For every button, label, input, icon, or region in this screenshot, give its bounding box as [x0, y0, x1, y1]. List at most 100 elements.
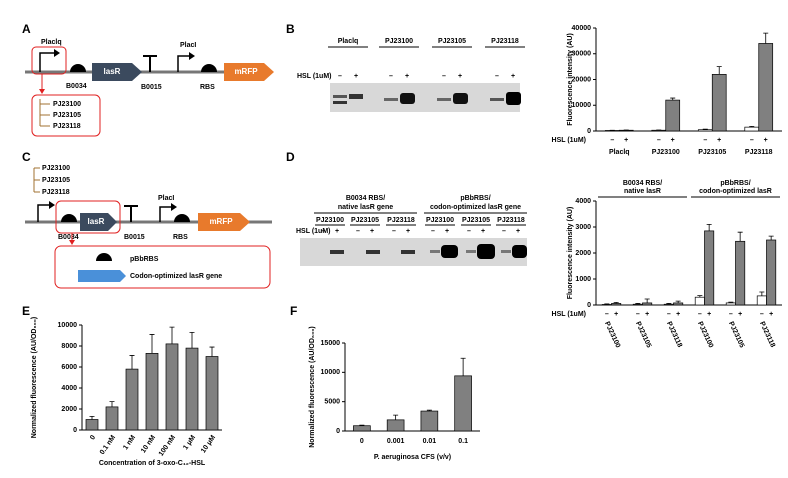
- error-bar: [613, 302, 619, 304]
- x-tick-label: 1 nM: [122, 434, 137, 451]
- bar: [704, 230, 715, 306]
- state-label: +: [354, 73, 358, 80]
- variant-label: PJ23100: [53, 101, 81, 108]
- promoter-arrow: [177, 55, 190, 72]
- error-bar: [109, 401, 115, 407]
- inset-label: pBbRBS: [130, 256, 159, 263]
- legend-state: –: [703, 137, 707, 144]
- legend-state: +: [717, 137, 721, 144]
- terminator: [124, 205, 138, 222]
- lane-label: PJ23100: [316, 217, 344, 224]
- x-tick-label: Placlq: [609, 149, 630, 156]
- variant-label: PJ23105: [53, 112, 81, 119]
- gel-band: [430, 250, 440, 253]
- y-axis-title: Normalized fluorescence (AU/OD₆₀₀): [309, 326, 316, 448]
- state-label: –: [502, 228, 506, 235]
- error-bar: [666, 303, 672, 305]
- gel-band: [333, 95, 347, 98]
- y-tick-label: 30000: [572, 51, 592, 58]
- bar: [145, 353, 159, 431]
- promoter-label: PlacI: [180, 42, 196, 49]
- promoter-arrow: [159, 206, 172, 222]
- gene-label: lasR: [104, 67, 121, 76]
- y-tick-label: 2000: [575, 250, 591, 257]
- gel-band: [466, 250, 476, 253]
- arrowhead: [49, 201, 55, 209]
- bar: [725, 302, 736, 306]
- construct-c: PJ23100 PJ23105 PJ23118 lasR mRFP B0034 …: [25, 165, 272, 289]
- x-tick-label: PJ23105: [634, 321, 652, 349]
- gel-band: [501, 250, 511, 253]
- group-label: pBbRBS/: [720, 180, 750, 187]
- bar: [420, 410, 439, 432]
- bar: [697, 129, 713, 132]
- error-bar: [359, 424, 365, 426]
- promoter-label: PlacI: [158, 195, 174, 202]
- bar: [665, 99, 681, 132]
- error-bar: [149, 334, 155, 354]
- x-tick-label: PJ23100: [652, 149, 680, 156]
- condition-label: HSL (1uM): [552, 137, 586, 144]
- legend-state: –: [610, 137, 614, 144]
- error-bar: [189, 331, 195, 349]
- y-tick-label: 0: [336, 428, 340, 435]
- legend-state: +: [645, 311, 649, 318]
- bar: [125, 368, 139, 431]
- gel-band: [506, 92, 521, 105]
- rbs-label: B0034: [66, 83, 87, 90]
- condition-label: HSL (1uM): [296, 228, 330, 235]
- group-label: B0034 RBS/: [623, 180, 662, 187]
- legend-state: –: [750, 137, 754, 144]
- condition-label: HSL (1uM): [297, 73, 331, 80]
- state-label: +: [370, 228, 374, 235]
- bar: [386, 419, 405, 432]
- state-label: +: [458, 73, 462, 80]
- rbs-icon: [61, 214, 77, 222]
- panel-label: C: [22, 150, 31, 164]
- y-tick-label: 6000: [61, 364, 77, 371]
- arrowhead: [189, 52, 195, 60]
- error-bar: [644, 298, 650, 303]
- y-tick-label: 0: [587, 128, 591, 135]
- state-label: +: [406, 228, 410, 235]
- x-tick-label: PJ23118: [665, 321, 683, 349]
- y-axis-title: Fluorescence intensity (AU): [567, 33, 574, 126]
- x-tick-label: 0.01: [423, 438, 437, 445]
- bar: [85, 419, 99, 431]
- error-bar: [716, 66, 722, 75]
- x-tick-label: PJ23118: [758, 321, 776, 349]
- construct-a: Placlq B0034 lasR B0015 PlacI RBS mRFP P…: [25, 39, 274, 137]
- gel-band: [349, 94, 363, 99]
- gel-band: [512, 245, 527, 258]
- gene-arrow: [80, 213, 117, 231]
- bar: [663, 303, 674, 306]
- panel-label: D: [286, 150, 295, 164]
- error-bar: [759, 291, 765, 296]
- gene-label: lasR: [88, 217, 105, 226]
- state-label: +: [481, 228, 485, 235]
- y-tick-label: 5000: [324, 399, 340, 406]
- gel-band: [477, 244, 495, 259]
- bar: [673, 302, 684, 306]
- gel-band: [366, 250, 380, 254]
- error-bar: [768, 235, 774, 240]
- rbs-label: RBS: [200, 84, 215, 91]
- bar: [756, 295, 767, 306]
- reporter-label: mRFP: [234, 67, 258, 76]
- variant-label: PJ23105: [42, 177, 70, 184]
- legend-state: +: [614, 311, 618, 318]
- error-bar: [763, 32, 769, 44]
- terminator-label: B0015: [141, 84, 162, 91]
- bar: [766, 239, 777, 306]
- gel-band: [384, 98, 398, 101]
- error-bar: [706, 224, 712, 231]
- lane-label: PJ23105: [438, 38, 466, 45]
- promoter-label: Placlq: [41, 39, 62, 46]
- gel-band: [453, 93, 468, 104]
- arrowhead: [39, 89, 45, 94]
- arrowhead: [171, 203, 177, 211]
- error-bar: [737, 231, 743, 242]
- state-label: +: [445, 228, 449, 235]
- y-axis-title: Fluorescence intensity (AU): [567, 207, 574, 300]
